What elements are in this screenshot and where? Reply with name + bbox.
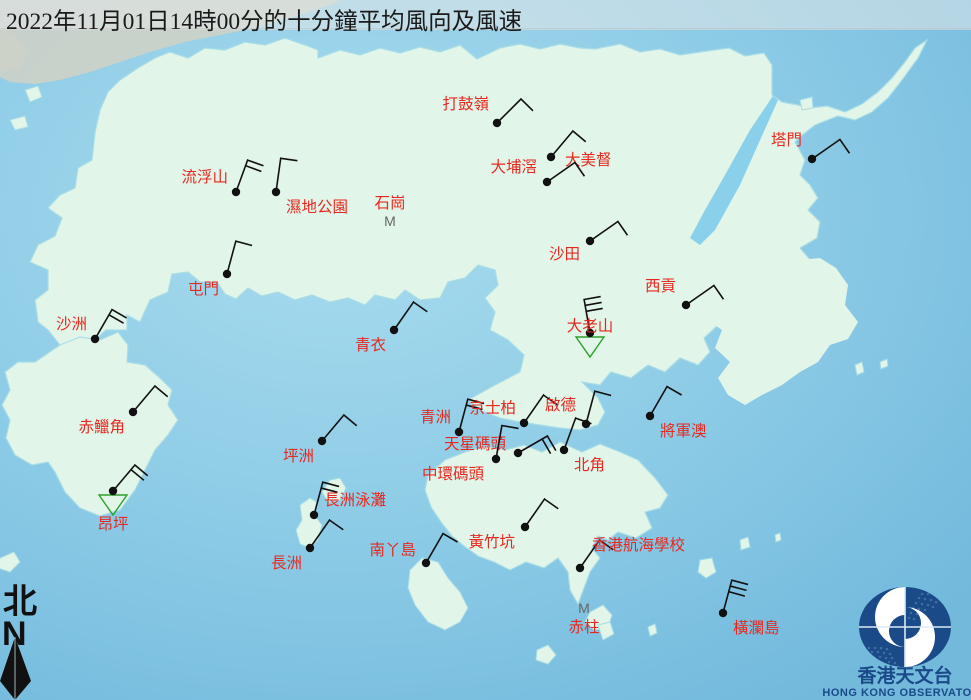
svg-text:昂坪: 昂坪 — [97, 515, 128, 533]
svg-text:大埔滘: 大埔滘 — [490, 158, 537, 176]
svg-text:沙洲: 沙洲 — [56, 316, 87, 333]
svg-text:濕地公園: 濕地公園 — [286, 198, 348, 216]
svg-text:M: M — [384, 213, 396, 229]
svg-text:大老山: 大老山 — [567, 317, 614, 335]
svg-text:橫瀾島: 橫瀾島 — [733, 619, 780, 637]
svg-text:赤柱: 赤柱 — [568, 618, 599, 636]
svg-text:青衣: 青衣 — [355, 336, 386, 354]
svg-text:香港天文台: 香港天文台 — [856, 664, 952, 687]
svg-text:北角: 北角 — [574, 456, 605, 474]
svg-text:西貢: 西貢 — [645, 278, 676, 295]
svg-text:塔門: 塔門 — [771, 131, 802, 149]
svg-text:將軍澳: 將軍澳 — [660, 422, 707, 440]
svg-text:M: M — [578, 600, 590, 616]
svg-text:青洲: 青洲 — [420, 408, 451, 426]
svg-text:南丫島: 南丫島 — [369, 541, 416, 559]
svg-text:赤鱲角: 赤鱲角 — [78, 418, 125, 436]
svg-text:長洲泳灘: 長洲泳灘 — [324, 491, 386, 509]
svg-text:啟德: 啟德 — [545, 396, 576, 414]
svg-text:京士柏: 京士柏 — [469, 399, 516, 417]
svg-text:長洲: 長洲 — [271, 555, 302, 572]
svg-text:坪洲: 坪洲 — [283, 447, 314, 465]
svg-text:大美督: 大美督 — [565, 151, 612, 169]
svg-text:石崗: 石崗 — [374, 194, 405, 212]
svg-text:屯門: 屯門 — [188, 280, 219, 298]
svg-text:沙田: 沙田 — [549, 246, 580, 263]
svg-text:中環碼頭: 中環碼頭 — [422, 465, 485, 483]
svg-text:黃竹坑: 黃竹坑 — [468, 533, 515, 551]
svg-text:香港航海學校: 香港航海學校 — [592, 535, 685, 554]
svg-text:HONG KONG OBSERVATORY: HONG KONG OBSERVATORY — [822, 687, 971, 699]
svg-text:打鼓嶺: 打鼓嶺 — [442, 95, 489, 113]
svg-text:流浮山: 流浮山 — [181, 168, 228, 186]
